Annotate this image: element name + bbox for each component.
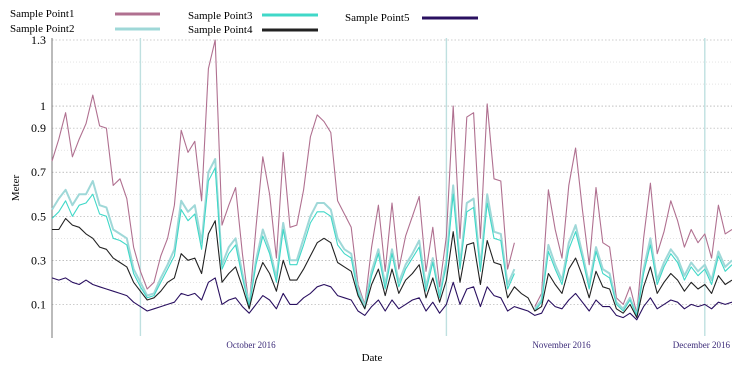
series-line-3 xyxy=(51,167,515,310)
y-tick-label: 0.7 xyxy=(31,165,46,179)
legend: Sample Point1 Sample Point2 Sample Point3 S… xyxy=(10,8,478,36)
series-line-1 xyxy=(51,39,515,308)
legend-label: Sample Point4 xyxy=(188,24,253,36)
y-tick-label: 1 xyxy=(40,99,46,113)
legend-label: Sample Point1 xyxy=(10,8,74,20)
grid xyxy=(52,39,732,305)
y-axis-label: Meter xyxy=(10,175,22,202)
x-tick-label: December 2016 xyxy=(673,340,731,350)
legend-label: Sample Point3 xyxy=(188,10,253,22)
x-tick-labels: October 2016 November 2016 December 2016 xyxy=(226,340,730,350)
y-tick-labels: 0.1 0.3 0.5 0.7 0.9 1 1.3 xyxy=(31,33,46,311)
x-tick-label: October 2016 xyxy=(226,340,276,350)
x-tick-label: November 2016 xyxy=(532,340,591,350)
series-line-4 xyxy=(52,217,732,319)
month-gridlines xyxy=(139,38,706,336)
y-tick-label: 0.3 xyxy=(31,253,46,267)
series-line-1 xyxy=(534,147,732,314)
y-tick-label: 1.3 xyxy=(31,33,46,47)
series-line-2 xyxy=(51,158,516,308)
series-line-5 xyxy=(51,277,732,321)
x-axis-label: Date xyxy=(362,352,383,364)
legend-label: Sample Point2 xyxy=(10,23,74,35)
y-tick-label: 0.9 xyxy=(31,121,46,135)
y-tick-label: 0.5 xyxy=(31,209,46,223)
y-tick-label: 0.1 xyxy=(31,297,46,311)
series-line-3 xyxy=(534,231,732,316)
series-lines xyxy=(51,39,732,321)
legend-label: Sample Point5 xyxy=(345,12,410,24)
